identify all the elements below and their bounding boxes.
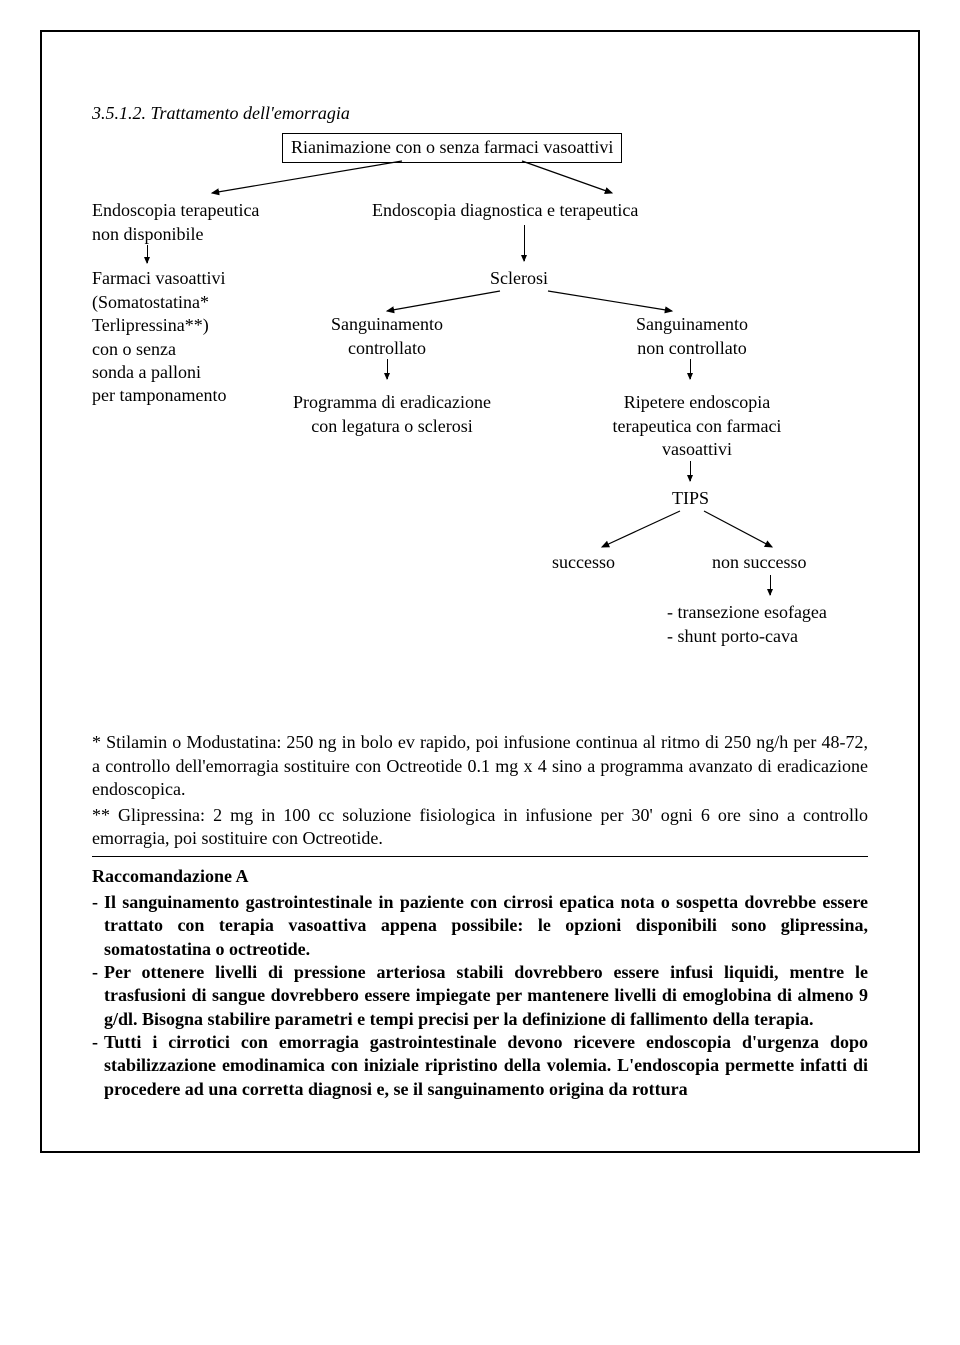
arrow-nonsucc-final xyxy=(770,575,771,595)
node-final: - transezione esofagea - shunt porto-cav… xyxy=(667,601,887,648)
node-successo: successo xyxy=(552,551,615,574)
flowchart: Rianimazione con o senza farmaci vasoatt… xyxy=(92,133,868,713)
rec-item-1-text: Il sanguinamento gastrointestinale in pa… xyxy=(104,891,868,961)
rec-item-2: - Per ottenere livelli di pressione arte… xyxy=(92,961,868,1031)
section-title: 3.5.1.2. Trattamento dell'emorragia xyxy=(92,102,868,125)
dash-icon: - xyxy=(92,1031,104,1101)
rec-title: Raccomandazione A xyxy=(92,865,868,888)
dash-icon: - xyxy=(92,891,104,961)
footnote-1: * Stilamin o Modustatina: 250 ng in bolo… xyxy=(92,731,868,801)
rec-item-3-text: Tutti i cirrotici con emorragia gastroin… xyxy=(104,1031,868,1101)
node-nonsuccesso: non successo xyxy=(712,551,806,574)
rec-item-1: - Il sanguinamento gastrointestinale in … xyxy=(92,891,868,961)
text-final: - transezione esofagea - shunt porto-cav… xyxy=(667,602,827,645)
rec-item-2-text: Per ottenere livelli di pressione arteri… xyxy=(104,961,868,1031)
rec-item-3: - Tutti i cirrotici con emorragia gastro… xyxy=(92,1031,868,1101)
arrow-tips-split xyxy=(92,133,872,593)
rec-list: - Il sanguinamento gastrointestinale in … xyxy=(92,891,868,1102)
footnote-2: ** Glipressina: 2 mg in 100 cc soluzione… xyxy=(92,804,868,851)
dash-icon: - xyxy=(92,961,104,1031)
divider xyxy=(92,856,868,857)
